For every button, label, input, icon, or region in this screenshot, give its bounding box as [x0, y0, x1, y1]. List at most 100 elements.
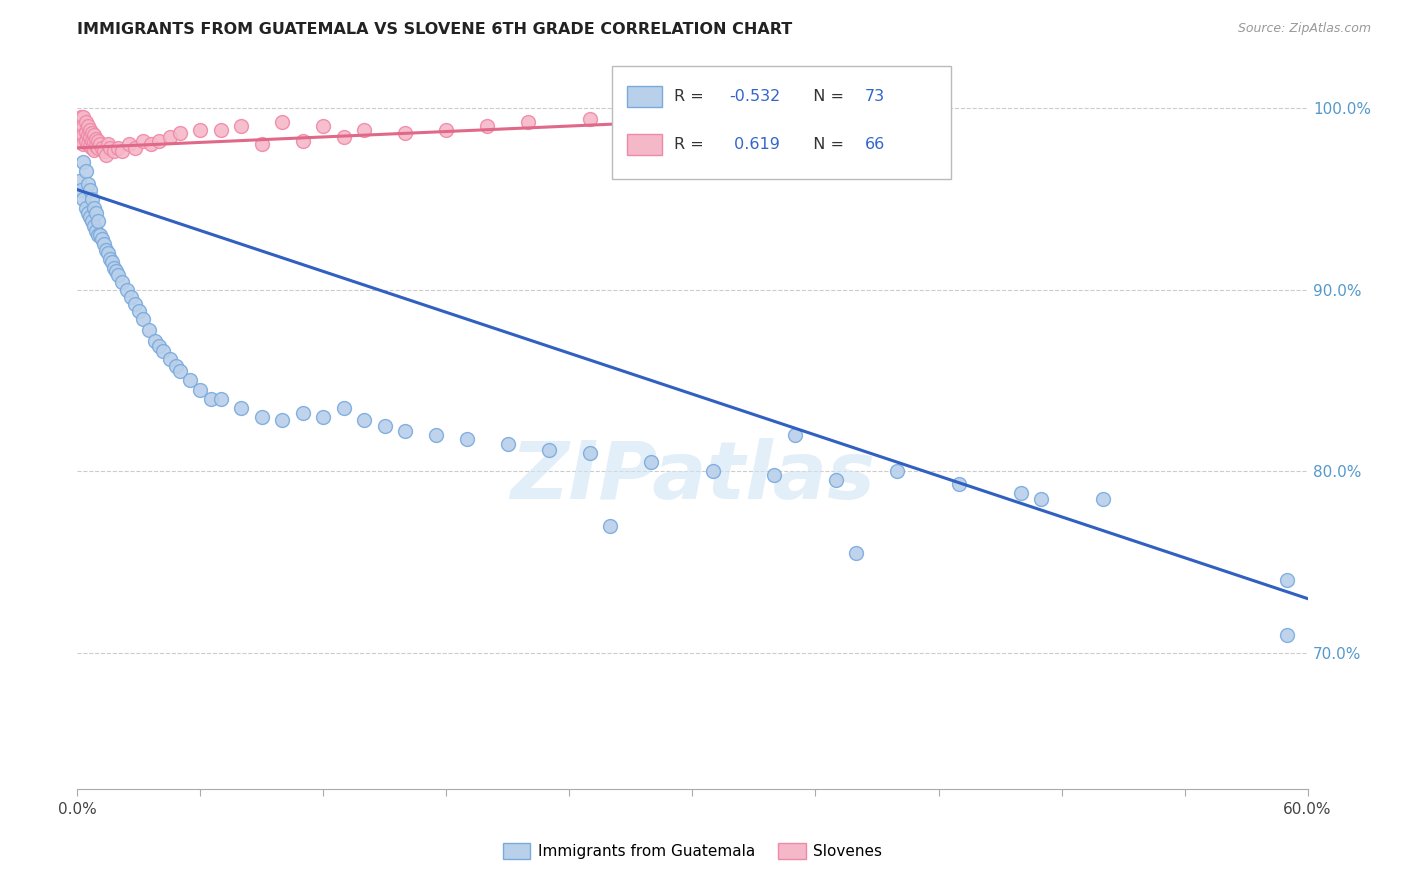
Point	[111, 145, 134, 159]
Point	[886, 104, 908, 119]
Point	[169, 364, 191, 378]
Point	[128, 304, 150, 318]
Point	[333, 130, 356, 145]
Text: 73: 73	[865, 89, 884, 104]
Point	[825, 474, 848, 488]
Point	[763, 468, 786, 483]
Point	[138, 323, 160, 337]
Point	[83, 128, 105, 143]
Point	[76, 119, 98, 133]
Point	[537, 442, 560, 457]
Point	[90, 232, 114, 246]
Point	[75, 124, 97, 138]
Point	[111, 276, 134, 290]
Point	[1029, 491, 1052, 506]
Point	[87, 213, 110, 227]
Point	[79, 139, 101, 153]
Point	[209, 122, 232, 136]
Point	[79, 183, 101, 197]
Point	[886, 464, 908, 478]
Point	[80, 213, 103, 227]
Point	[94, 243, 117, 257]
Point	[107, 141, 129, 155]
Point	[948, 477, 970, 491]
Point	[98, 252, 121, 266]
Text: R =: R =	[673, 89, 709, 104]
Point	[159, 351, 181, 366]
Point	[84, 139, 107, 153]
Point	[84, 206, 107, 220]
Point	[79, 210, 101, 224]
Text: N =: N =	[803, 137, 849, 153]
Point	[394, 425, 416, 439]
Point	[97, 246, 120, 260]
Point	[312, 119, 335, 133]
Point	[1275, 628, 1298, 642]
Text: 0.619: 0.619	[730, 137, 780, 153]
Point	[231, 401, 253, 415]
Point	[291, 134, 314, 148]
Point	[83, 143, 105, 157]
Point	[72, 192, 94, 206]
Point	[83, 136, 105, 150]
Point	[67, 173, 90, 187]
Point	[143, 334, 166, 348]
Point	[117, 137, 139, 152]
Text: -0.532: -0.532	[730, 89, 780, 104]
Point	[179, 374, 201, 388]
Point	[87, 141, 110, 155]
Point	[148, 339, 170, 353]
Point	[1010, 486, 1032, 500]
Legend: Immigrants from Guatemala, Slovenes: Immigrants from Guatemala, Slovenes	[496, 838, 889, 865]
Point	[702, 464, 724, 478]
Point	[579, 112, 602, 126]
Point	[291, 406, 314, 420]
Point	[702, 108, 724, 122]
Point	[83, 201, 105, 215]
Text: Source: ZipAtlas.com: Source: ZipAtlas.com	[1237, 22, 1371, 36]
Point	[89, 228, 111, 243]
Point	[132, 134, 155, 148]
Point	[425, 428, 447, 442]
Point	[67, 119, 90, 133]
Text: R =: R =	[673, 137, 709, 153]
Point	[87, 134, 110, 148]
Point	[80, 126, 103, 140]
Point	[80, 141, 103, 155]
Point	[72, 110, 94, 124]
Point	[250, 137, 273, 152]
Point	[93, 145, 115, 159]
Point	[141, 137, 163, 152]
Point	[93, 237, 115, 252]
Point	[209, 392, 232, 406]
Point	[477, 119, 499, 133]
Point	[640, 108, 662, 122]
Point	[1275, 574, 1298, 588]
Point	[394, 126, 416, 140]
Point	[353, 122, 375, 136]
Point	[124, 297, 146, 311]
Point	[312, 409, 335, 424]
Point	[825, 104, 848, 119]
Point	[496, 437, 519, 451]
Point	[640, 455, 662, 469]
Point	[188, 122, 212, 136]
FancyBboxPatch shape	[627, 135, 662, 155]
Point	[436, 122, 458, 136]
Point	[84, 132, 107, 146]
Point	[374, 419, 396, 434]
Point	[105, 264, 128, 278]
Point	[80, 134, 103, 148]
Point	[165, 359, 187, 373]
Point	[148, 134, 170, 148]
Point	[76, 178, 98, 192]
FancyBboxPatch shape	[627, 87, 662, 107]
Point	[75, 134, 97, 148]
Point	[72, 155, 94, 169]
Point	[70, 122, 93, 136]
Point	[70, 110, 93, 124]
Point	[83, 219, 105, 233]
Point	[103, 145, 125, 159]
Point	[97, 137, 120, 152]
Point	[70, 134, 93, 148]
